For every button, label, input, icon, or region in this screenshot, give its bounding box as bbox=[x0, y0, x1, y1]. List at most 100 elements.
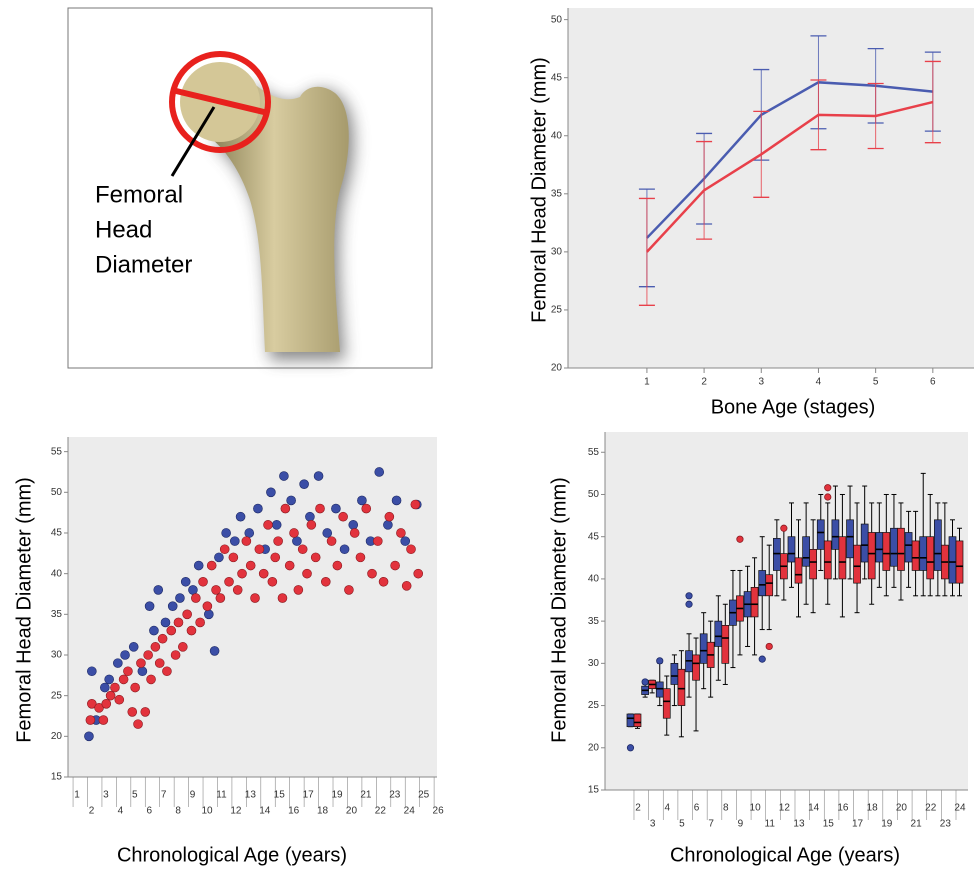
scatter-point bbox=[348, 520, 359, 530]
box bbox=[867, 532, 876, 580]
scatter-point bbox=[355, 552, 366, 563]
scatter-point bbox=[390, 560, 400, 571]
scatter-point bbox=[305, 511, 315, 522]
y-axis-title: Femoral Head Diameter (mm) bbox=[548, 477, 570, 743]
box bbox=[831, 519, 840, 550]
box bbox=[955, 540, 964, 584]
scatter-point bbox=[167, 601, 178, 611]
scatter-point bbox=[267, 576, 278, 587]
box bbox=[677, 668, 686, 706]
scatter-point bbox=[266, 487, 276, 498]
scatter-point bbox=[306, 520, 317, 530]
scatter-point bbox=[209, 646, 220, 656]
box bbox=[802, 536, 810, 567]
x-tick-label: 17 bbox=[852, 819, 864, 830]
scatter-point bbox=[154, 658, 165, 668]
head-circle bbox=[169, 51, 271, 153]
x-tick-label: 14 bbox=[259, 806, 271, 817]
x-tick-label: 16 bbox=[837, 803, 849, 814]
box bbox=[919, 536, 928, 571]
scatter-point bbox=[406, 544, 416, 555]
x-tick-label: 24 bbox=[954, 803, 966, 814]
plot-area bbox=[605, 432, 968, 790]
x-tick-label: 9 bbox=[190, 790, 196, 801]
box bbox=[626, 713, 635, 728]
scatter-point bbox=[105, 690, 116, 701]
scatter-point bbox=[188, 585, 198, 595]
box bbox=[934, 519, 942, 571]
scatter-point bbox=[193, 560, 204, 571]
x-tick-label: 2 bbox=[701, 377, 707, 388]
scatter-point bbox=[114, 694, 125, 705]
x-tick-label: 19 bbox=[331, 790, 343, 801]
scatter-point bbox=[215, 593, 226, 603]
x-tick-label: 7 bbox=[161, 790, 167, 801]
outlier bbox=[656, 657, 664, 665]
scatter-point bbox=[100, 682, 110, 693]
x-tick-label: 5 bbox=[679, 819, 685, 830]
scatter-point bbox=[221, 528, 231, 538]
femur-shaft bbox=[213, 82, 349, 352]
scatter-point bbox=[253, 503, 263, 514]
x-tick-label: 2 bbox=[89, 806, 95, 817]
scatter-point bbox=[127, 707, 138, 717]
y-tick-label: 30 bbox=[551, 247, 563, 258]
scatter-point bbox=[270, 552, 281, 563]
scatter-point bbox=[292, 536, 302, 546]
scatter-point bbox=[144, 601, 155, 611]
box bbox=[699, 633, 708, 664]
scatter-point bbox=[297, 544, 308, 555]
x-tick-label: 19 bbox=[881, 819, 893, 830]
x-tick-label: 8 bbox=[175, 806, 181, 817]
box bbox=[750, 587, 759, 618]
x-tick-label: 6 bbox=[694, 803, 700, 814]
box bbox=[890, 527, 898, 567]
x-tick-label: 4 bbox=[664, 803, 670, 814]
box bbox=[823, 540, 832, 580]
y-tick-label: 40 bbox=[551, 130, 563, 141]
x-tick-label: 5 bbox=[873, 377, 879, 388]
scatter-point bbox=[286, 495, 296, 506]
y-tick-label: 20 bbox=[588, 742, 600, 753]
x-tick-label: 13 bbox=[793, 819, 805, 830]
outlier bbox=[758, 655, 766, 663]
x-tick-label: 9 bbox=[738, 819, 744, 830]
scatter-point bbox=[104, 674, 114, 685]
scatter-point bbox=[410, 499, 421, 510]
label-line: Femoral bbox=[95, 181, 183, 208]
scatter-point bbox=[228, 552, 239, 563]
y-tick-label: 45 bbox=[51, 528, 63, 539]
scatter-point bbox=[289, 528, 299, 538]
scatter-point bbox=[137, 666, 148, 677]
scatter-point bbox=[310, 552, 321, 563]
y-tick-label: 15 bbox=[51, 772, 63, 783]
x-axis-title: Chronological Age (years) bbox=[117, 844, 347, 866]
x-tick-label: 3 bbox=[650, 819, 656, 830]
x-axis-title: Chronological Age (years) bbox=[670, 844, 900, 866]
scatter-point bbox=[302, 568, 312, 579]
scatter-point bbox=[326, 536, 337, 546]
scatter-point bbox=[180, 576, 191, 587]
box bbox=[765, 574, 774, 597]
y-tick-label: 30 bbox=[51, 650, 63, 661]
box bbox=[773, 538, 781, 571]
femur-panel: Femoral Head Diameter bbox=[67, 7, 433, 369]
scatter-point bbox=[396, 528, 406, 538]
label-line: Head bbox=[95, 216, 152, 243]
scatter-point bbox=[344, 585, 354, 595]
scatter-point bbox=[293, 585, 304, 595]
x-axis-title: Bone Age (stages) bbox=[711, 396, 876, 418]
scatter-point bbox=[130, 682, 140, 693]
x-tick-label: 14 bbox=[808, 803, 820, 814]
scatter-point bbox=[143, 650, 153, 660]
box bbox=[809, 549, 817, 580]
scatter-point bbox=[110, 682, 120, 693]
y-tick-label: 45 bbox=[588, 531, 600, 542]
scatter-point bbox=[322, 528, 333, 538]
box bbox=[721, 625, 730, 664]
y-tick-label: 25 bbox=[51, 690, 63, 701]
scatter-point bbox=[157, 633, 168, 644]
scatter-point bbox=[339, 544, 350, 555]
scatter-point bbox=[118, 674, 129, 685]
